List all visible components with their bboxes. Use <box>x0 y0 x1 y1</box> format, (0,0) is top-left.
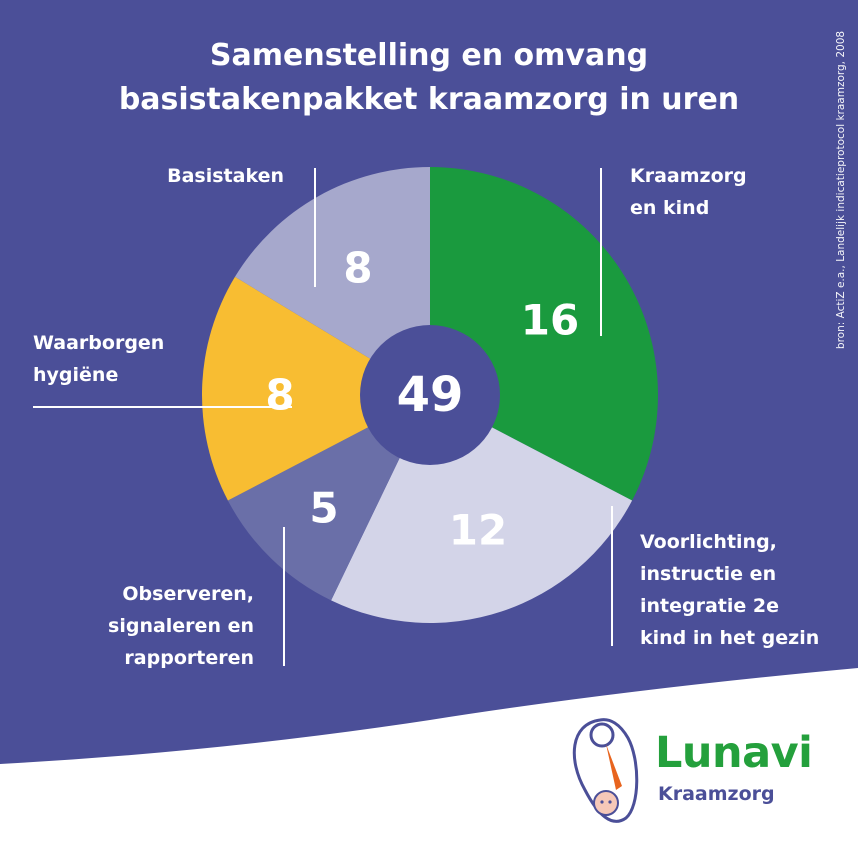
label-line: Basistaken <box>167 165 284 187</box>
pie-slice <box>201 276 430 501</box>
label-basistaken: Basistaken <box>167 160 284 192</box>
label-line: kind in het gezin <box>640 627 820 649</box>
baby-face <box>593 790 619 816</box>
baby-eye <box>600 800 604 804</box>
label-line: hygiëne <box>33 364 119 386</box>
slice-value-label: 8 <box>265 371 294 420</box>
stork-body <box>572 718 639 823</box>
label-line: en kind <box>630 197 710 219</box>
baby-eye <box>608 800 612 804</box>
logo-name: Lunavi <box>655 728 813 778</box>
label-line: Kraamzorg <box>630 165 747 187</box>
label-line: integratie 2e <box>640 595 780 617</box>
label-line: signaleren en <box>108 615 254 637</box>
label-waarborgen-hygiene: Waarborgen hygiëne <box>33 327 164 391</box>
label-line: rapporteren <box>124 647 254 669</box>
label-kraamzorg-en-kind: Kraamzorg en kind <box>630 160 747 224</box>
title-line-1: Samenstelling en omvang <box>209 38 649 73</box>
slice-value-label: 12 <box>449 506 507 555</box>
label-voorlichting: Voorlichting, instructie en integratie 2… <box>640 526 819 654</box>
slice-value-label: 16 <box>521 296 579 345</box>
total-value-label: 49 <box>397 367 464 423</box>
title-line-2: basistakenpakket kraamzorg in uren <box>118 82 740 117</box>
stork-head <box>589 722 615 748</box>
chart-title: Samenstelling en omvang basistakenpakket… <box>0 34 858 122</box>
label-observeren: Observeren, signaleren en rapporteren <box>108 578 254 674</box>
pie-slice <box>235 166 430 395</box>
label-line: Voorlichting, <box>640 531 777 553</box>
label-line: Observeren, <box>122 583 254 605</box>
slice-value-label: 5 <box>309 484 338 533</box>
stork-logo-icon <box>572 718 639 823</box>
logo-subtitle: Kraamzorg <box>658 783 775 805</box>
pie-slice <box>227 395 430 601</box>
slice-value-label: 8 <box>343 244 372 293</box>
pie-chart: 16 12 5 8 8 49 <box>201 166 658 623</box>
stork-beak <box>606 744 622 790</box>
label-line: instructie en <box>640 563 777 585</box>
source-note: bron: ActiZ e.a., Landelijk indicatiepro… <box>835 30 847 350</box>
leader-lines <box>33 168 613 666</box>
center-hole <box>360 325 500 465</box>
label-line: Waarborgen <box>33 332 165 354</box>
